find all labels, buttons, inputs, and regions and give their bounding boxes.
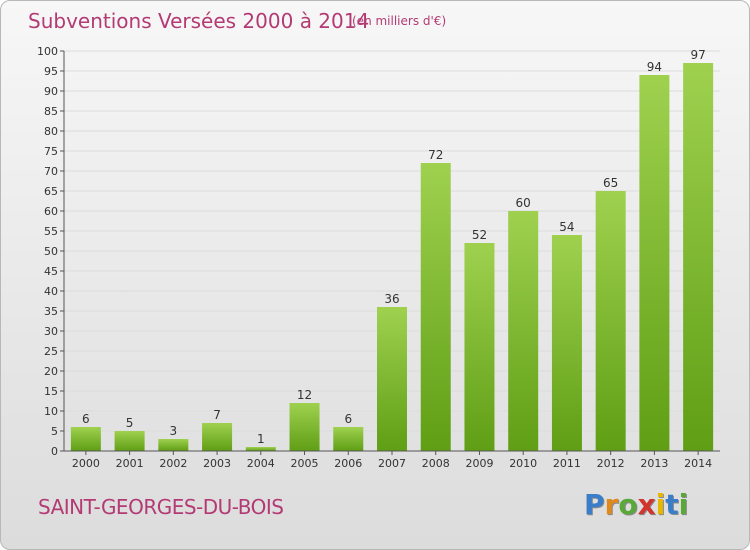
x-tick-label: 2013 bbox=[640, 457, 668, 470]
logo-letter: x bbox=[637, 488, 656, 521]
y-tick-label: 70 bbox=[44, 165, 58, 178]
bar-value-label: 12 bbox=[297, 388, 312, 402]
bar-value-label: 94 bbox=[647, 60, 662, 74]
x-tick-label: 2014 bbox=[684, 457, 712, 470]
x-tick-label: 2011 bbox=[553, 457, 581, 470]
y-tick-label: 10 bbox=[44, 405, 58, 418]
x-tick-label: 2004 bbox=[247, 457, 275, 470]
bar-value-label: 72 bbox=[428, 148, 443, 162]
chart-title: Subventions Versées 2000 à 2014 bbox=[28, 9, 370, 33]
x-tick-label: 2001 bbox=[116, 457, 144, 470]
y-tick-label: 25 bbox=[44, 345, 58, 358]
bar bbox=[202, 423, 233, 451]
y-tick-label: 50 bbox=[44, 245, 58, 258]
bars bbox=[70, 63, 714, 451]
y-tick-label: 60 bbox=[44, 205, 58, 218]
bar-value-label: 7 bbox=[213, 408, 221, 422]
bar bbox=[333, 427, 364, 451]
bar bbox=[289, 403, 320, 451]
bar-value-label: 52 bbox=[472, 228, 487, 242]
y-tick-label: 5 bbox=[51, 425, 58, 438]
bar bbox=[377, 307, 407, 451]
x-tick-label: 2002 bbox=[159, 457, 187, 470]
bar-value-label: 3 bbox=[170, 424, 178, 438]
bar bbox=[420, 163, 451, 451]
x-tick-label: 2012 bbox=[597, 457, 625, 470]
y-tick-label: 20 bbox=[44, 365, 58, 378]
x-tick-label: 2009 bbox=[465, 457, 493, 470]
bar bbox=[464, 243, 495, 451]
unit-note: (en milliers d'€) bbox=[352, 14, 447, 28]
bar bbox=[158, 439, 189, 451]
logo-letter: i bbox=[678, 488, 689, 521]
y-tick-label: 30 bbox=[44, 325, 58, 338]
logo-letter: t bbox=[665, 488, 679, 521]
bar bbox=[683, 63, 714, 451]
x-tick-label: 2008 bbox=[422, 457, 450, 470]
logo-letter: r bbox=[604, 488, 619, 521]
x-tick-label: 2010 bbox=[509, 457, 537, 470]
bar-value-label: 36 bbox=[384, 292, 399, 306]
y-tick-label: 75 bbox=[44, 145, 58, 158]
bar bbox=[114, 431, 145, 451]
bar-value-label: 5 bbox=[126, 416, 134, 430]
x-tick-label: 2003 bbox=[203, 457, 231, 470]
bar bbox=[70, 427, 101, 451]
y-tick-label: 95 bbox=[44, 65, 58, 78]
y-tick-label: 0 bbox=[51, 445, 58, 458]
y-tick-label: 15 bbox=[44, 385, 58, 398]
bar-value-label: 97 bbox=[690, 48, 705, 62]
x-tick-label: 2006 bbox=[334, 457, 362, 470]
x-tick-label: 2000 bbox=[72, 457, 100, 470]
bar bbox=[639, 75, 670, 451]
commune-name: SAINT-GEORGES-DU-BOIS bbox=[38, 495, 284, 519]
y-tick-label: 90 bbox=[44, 85, 58, 98]
x-tick-label: 2007 bbox=[378, 457, 406, 470]
bar-value-label: 1 bbox=[257, 432, 265, 446]
logo-letter: P bbox=[584, 488, 605, 521]
bar bbox=[508, 211, 539, 451]
bar-chart: 0510152025303540455055606570758085909510… bbox=[37, 45, 720, 470]
proxiti-logo[interactable]: Proxiti bbox=[584, 488, 688, 521]
y-axis-ticks: 0 5 10 15 20 25 30 35 40 45 50 55 60 65 70 75 80 85 90 95 10… bbox=[37, 45, 64, 458]
logo-letter: o bbox=[618, 488, 638, 521]
y-tick-label: 100 bbox=[37, 45, 58, 58]
x-tick-label: 2005 bbox=[291, 457, 319, 470]
y-tick-label: 45 bbox=[44, 265, 58, 278]
y-tick-label: 65 bbox=[44, 185, 58, 198]
bar-value-label: 65 bbox=[603, 176, 618, 190]
y-tick-label: 55 bbox=[44, 225, 58, 238]
bar bbox=[245, 447, 276, 451]
y-tick-label: 40 bbox=[44, 285, 58, 298]
logo-letter: i bbox=[655, 488, 666, 521]
bar bbox=[551, 235, 582, 451]
bar-value-label: 6 bbox=[82, 412, 90, 426]
bar-value-label: 54 bbox=[559, 220, 574, 234]
bar-value-label: 6 bbox=[344, 412, 352, 426]
y-tick-label: 35 bbox=[44, 305, 58, 318]
bar-value-label: 60 bbox=[516, 196, 531, 210]
y-tick-label: 85 bbox=[44, 105, 58, 118]
y-tick-label: 80 bbox=[44, 125, 58, 138]
bar bbox=[595, 191, 626, 451]
x-axis-ticks: 2000 2001 2002 2003 2004 2005 2006 2007 2008 2009… bbox=[72, 451, 712, 470]
